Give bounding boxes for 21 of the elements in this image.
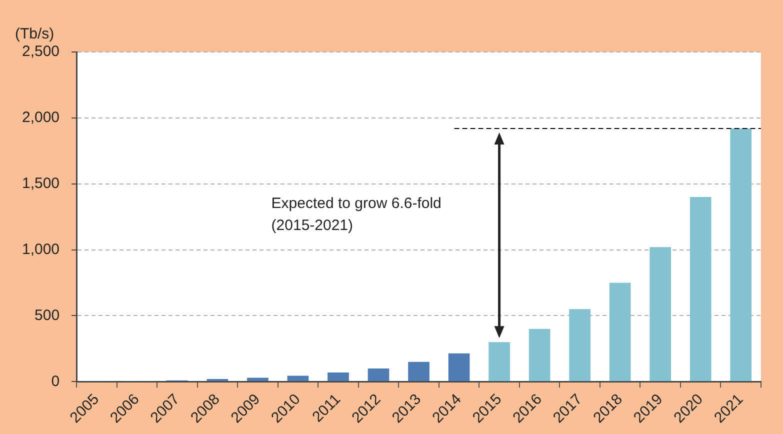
annotation: Expected to grow 6.6-fold (2015-2021) bbox=[271, 194, 442, 234]
y-axis-title: (Tb/s) bbox=[14, 26, 54, 43]
y-tick-label: 0 bbox=[51, 372, 60, 390]
bar bbox=[730, 128, 752, 382]
bar bbox=[408, 362, 430, 382]
y-tick-label: 1,000 bbox=[22, 240, 60, 258]
bar bbox=[569, 309, 590, 382]
bar bbox=[368, 368, 390, 382]
y-tick-label: 2,000 bbox=[22, 109, 60, 126]
bar bbox=[287, 376, 309, 382]
bar bbox=[650, 247, 672, 382]
bar bbox=[488, 342, 510, 382]
bar bbox=[609, 282, 631, 382]
bar bbox=[247, 378, 268, 382]
y-tick-label: 1,500 bbox=[22, 175, 60, 192]
bar bbox=[690, 197, 712, 382]
bar bbox=[328, 372, 349, 382]
y-tick-label: 500 bbox=[34, 306, 60, 324]
y-tick-label: 2,500 bbox=[22, 43, 60, 60]
bar bbox=[448, 353, 470, 382]
bar bbox=[528, 328, 550, 382]
